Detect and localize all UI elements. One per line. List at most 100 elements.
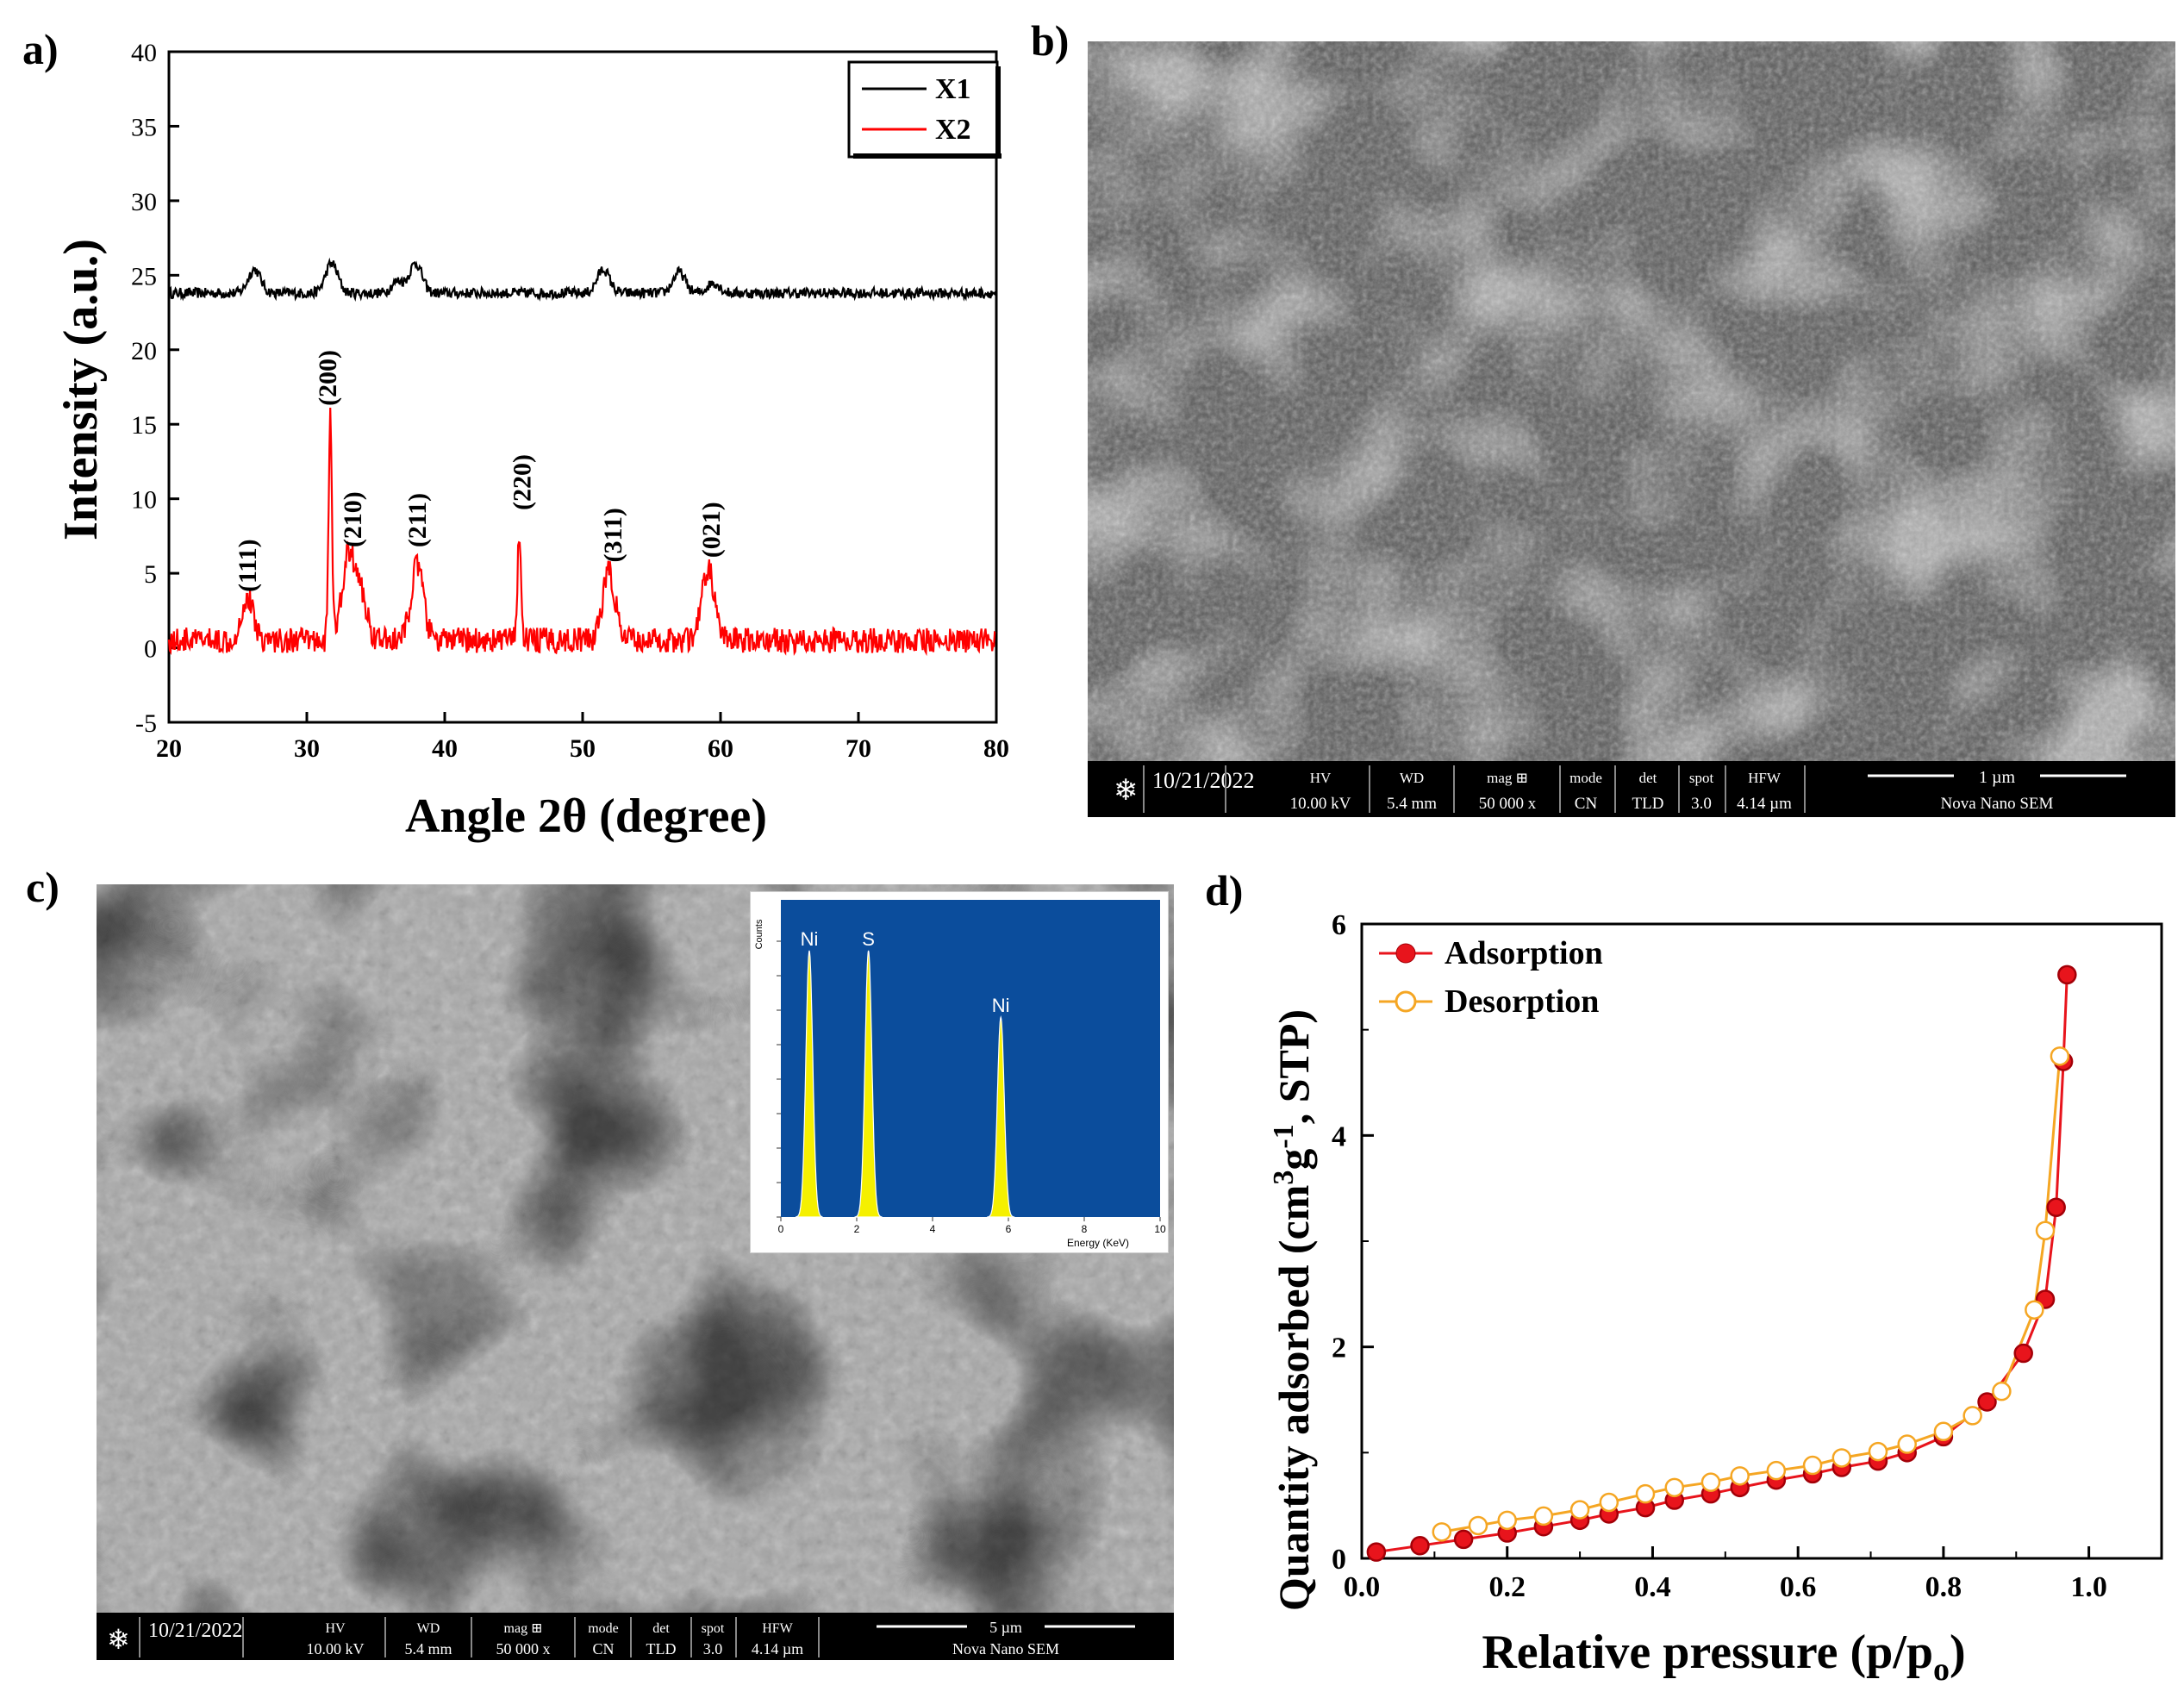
- eds-plot-area: 0 2 4 6 8 10 Ni S Ni: [777, 928, 1166, 1235]
- sem-c-instrument: Nova Nano SEM: [952, 1640, 1059, 1657]
- bet-chart: 0 2 4 6 0.0 0.2 0.4 0.6 0.8 1.0 Adsorption Desorp…: [1268, 909, 2163, 1688]
- xrd-peak-label: (021): [697, 502, 726, 558]
- bet-point-desorption: [1664, 1477, 1685, 1498]
- xrd-peak-label: (211): [403, 493, 432, 547]
- eds-xtick-label: 8: [1082, 1223, 1088, 1235]
- sem-c-hv-value: 10.00 kV: [307, 1640, 365, 1657]
- legend-adsorption-marker: [1395, 943, 1416, 964]
- sem-c-spot-value: 3.0: [703, 1640, 723, 1657]
- bet-point-adsorption: [1366, 1542, 1387, 1562]
- sem-c-logo-icon: ❄: [107, 1624, 130, 1655]
- xrd-ytick-label: 5: [144, 560, 157, 589]
- eds-peak-label: Ni: [992, 995, 1010, 1016]
- xrd-ytick-label: 10: [131, 486, 157, 515]
- bet-point-desorption: [2050, 1046, 2070, 1066]
- sem-b-hv-value: 10.00 kV: [1290, 795, 1351, 813]
- xrd-peak-label: (210): [339, 491, 367, 547]
- sem-c-hfw-label: HFW: [762, 1621, 793, 1636]
- xrd-ytick-label: 35: [131, 113, 157, 141]
- sem-b-hfw-label: HFW: [1748, 770, 1782, 786]
- bet-xtick-label: 0.2: [1488, 1571, 1526, 1603]
- sem-c-wd-value: 5.4 mm: [404, 1640, 452, 1657]
- xrd-ytick-label: 0: [144, 635, 157, 664]
- panel-label-a: a): [22, 25, 59, 73]
- xrd-peak-label: (311): [599, 508, 627, 562]
- xrd-xtick-label: 80: [983, 734, 1009, 763]
- bet-point-adsorption: [1410, 1536, 1430, 1556]
- sem-b-hv-label: HV: [1310, 770, 1332, 786]
- xrd-xtick-label: 60: [708, 734, 733, 763]
- bet-point-desorption: [1992, 1381, 2012, 1401]
- bet-ytick-label: 4: [1332, 1121, 1346, 1152]
- eds-peak-label: Ni: [801, 928, 819, 950]
- xrd-xtick-label: 20: [156, 734, 182, 763]
- eds-xtick-label: 4: [930, 1223, 936, 1235]
- xrd-series-x2: [167, 407, 996, 657]
- bet-point-desorption: [2035, 1220, 2056, 1240]
- bet-point-desorption: [1700, 1472, 1721, 1492]
- panel-label-d: d): [1205, 866, 1244, 915]
- bet-xlabel: Relative pressure (p/po): [1482, 1626, 1965, 1688]
- bet-legend: Adsorption Desorption: [1379, 935, 1603, 1020]
- sem-c-mode-value: CN: [592, 1640, 614, 1657]
- bet-xtick-label: 0.6: [1780, 1571, 1817, 1603]
- eds-peak: [796, 950, 823, 1218]
- xrd-peak-label: (200): [314, 350, 342, 406]
- xrd-xtick-label: 30: [294, 734, 320, 763]
- eds-peak: [854, 950, 883, 1218]
- sem-c-mag-label: mag ⊞: [504, 1621, 543, 1636]
- eds-peak-label: S: [862, 928, 875, 950]
- xrd-xtick-label: 50: [570, 734, 596, 763]
- bet-point-adsorption: [1453, 1529, 1474, 1550]
- bet-point-desorption: [1802, 1455, 1823, 1476]
- sem-b-mag-label: mag ⊞: [1487, 770, 1528, 786]
- bet-point-adsorption: [2057, 964, 2077, 985]
- bet-xtick-label: 0.0: [1344, 1571, 1381, 1603]
- bet-xtick-label: 0.8: [1925, 1571, 1962, 1603]
- sem-b-det-label: det: [1639, 770, 1657, 786]
- bet-plot-area: 0 2 4 6 0.0 0.2 0.4 0.6 0.8 1.0: [1332, 909, 2163, 1603]
- legend-x1-label: X1: [935, 73, 971, 105]
- eds-xtick-label: 2: [854, 1223, 860, 1235]
- sem-b-date: 10/21/2022: [1152, 768, 1254, 793]
- bet-point-desorption: [1831, 1448, 1852, 1468]
- bet-xtick-label: 1.0: [2070, 1571, 2107, 1603]
- sem-c-det-label: det: [652, 1621, 670, 1636]
- sem-b-scale-label: 1 µm: [1979, 768, 2016, 787]
- sem-image-c: ❄ 10/21/2022 HV 10.00 kV WD 5.4 mm mag ⊞…: [97, 884, 1174, 1660]
- bet-point-desorption: [1599, 1492, 1619, 1513]
- sem-b-mode-label: mode: [1569, 770, 1602, 786]
- eds-xtick-label: 6: [1006, 1223, 1012, 1235]
- legend-desorption-marker: [1395, 990, 1417, 1013]
- eds-xtick-label: 10: [1154, 1223, 1166, 1235]
- bet-point-adsorption: [1977, 1392, 1997, 1412]
- panel-label-c: c): [26, 863, 59, 911]
- xrd-chart: -5 0 5 10 15 20 25 30 35 40 20 30 40 50 60 70 80 (111) (20…: [54, 39, 1009, 843]
- bet-point-desorption: [1933, 1421, 1954, 1442]
- xrd-ytick-label: 25: [131, 262, 157, 290]
- eds-ylabel: Counts: [754, 919, 764, 949]
- sem-c-spot-label: spot: [702, 1621, 725, 1636]
- sem-c-scale-label: 5 µm: [989, 1619, 1022, 1636]
- xrd-ytick-label: 20: [131, 337, 157, 365]
- xrd-xtick-label: 70: [846, 734, 871, 763]
- sem-c-hv-label: HV: [325, 1621, 346, 1636]
- bet-ylabel: Quantity adsorbed (cm3g-1, STP): [1268, 1009, 1318, 1611]
- xrd-ytick-label: -5: [135, 709, 157, 738]
- bet-point-desorption: [1766, 1460, 1787, 1481]
- sem-b-instrument: Nova Nano SEM: [1941, 795, 2054, 813]
- bet-line-adsorption: [1376, 974, 2069, 1554]
- bet-point-desorption: [1468, 1515, 1488, 1536]
- xrd-ytick-label: 30: [131, 188, 157, 216]
- xrd-xtick-label: 40: [432, 734, 458, 763]
- sem-c-mag-value: 50 000 x: [496, 1640, 551, 1657]
- sem-image-b: ❄ 10/21/2022 HV 10.00 kV WD 5.4 mm mag ⊞…: [1088, 41, 2175, 817]
- bet-point-desorption: [2025, 1300, 2044, 1320]
- bet-point-desorption: [1730, 1466, 1750, 1486]
- bet-point-desorption: [1432, 1522, 1452, 1542]
- sem-b-hfw-value: 4.14 µm: [1737, 795, 1792, 813]
- xrd-peak-label: (220): [509, 454, 537, 510]
- bet-point-desorption: [1497, 1510, 1517, 1531]
- xrd-peak-label: (111): [234, 539, 262, 592]
- sem-b-spot-value: 3.0: [1691, 795, 1712, 813]
